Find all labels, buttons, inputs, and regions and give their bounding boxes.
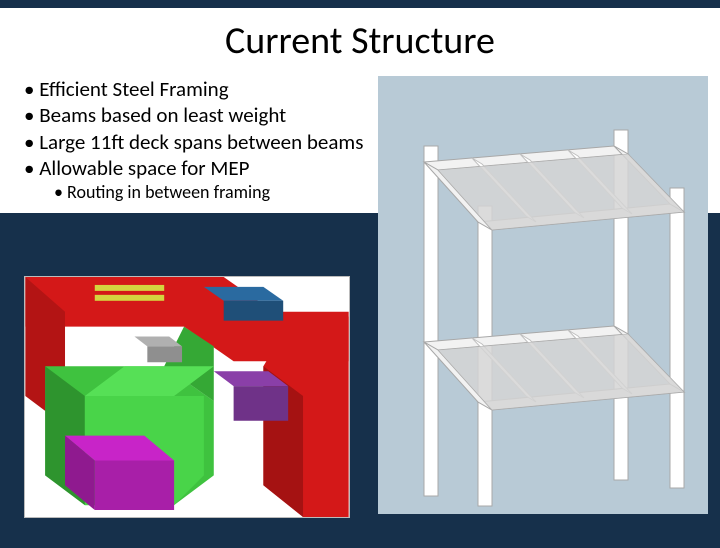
slide-title: Current Structure bbox=[0, 8, 720, 72]
steel-frame-diagram bbox=[378, 76, 708, 514]
mep-svg bbox=[25, 277, 349, 517]
image-region bbox=[0, 262, 720, 548]
frame-svg bbox=[378, 76, 708, 514]
mep-routing-diagram bbox=[24, 276, 350, 518]
